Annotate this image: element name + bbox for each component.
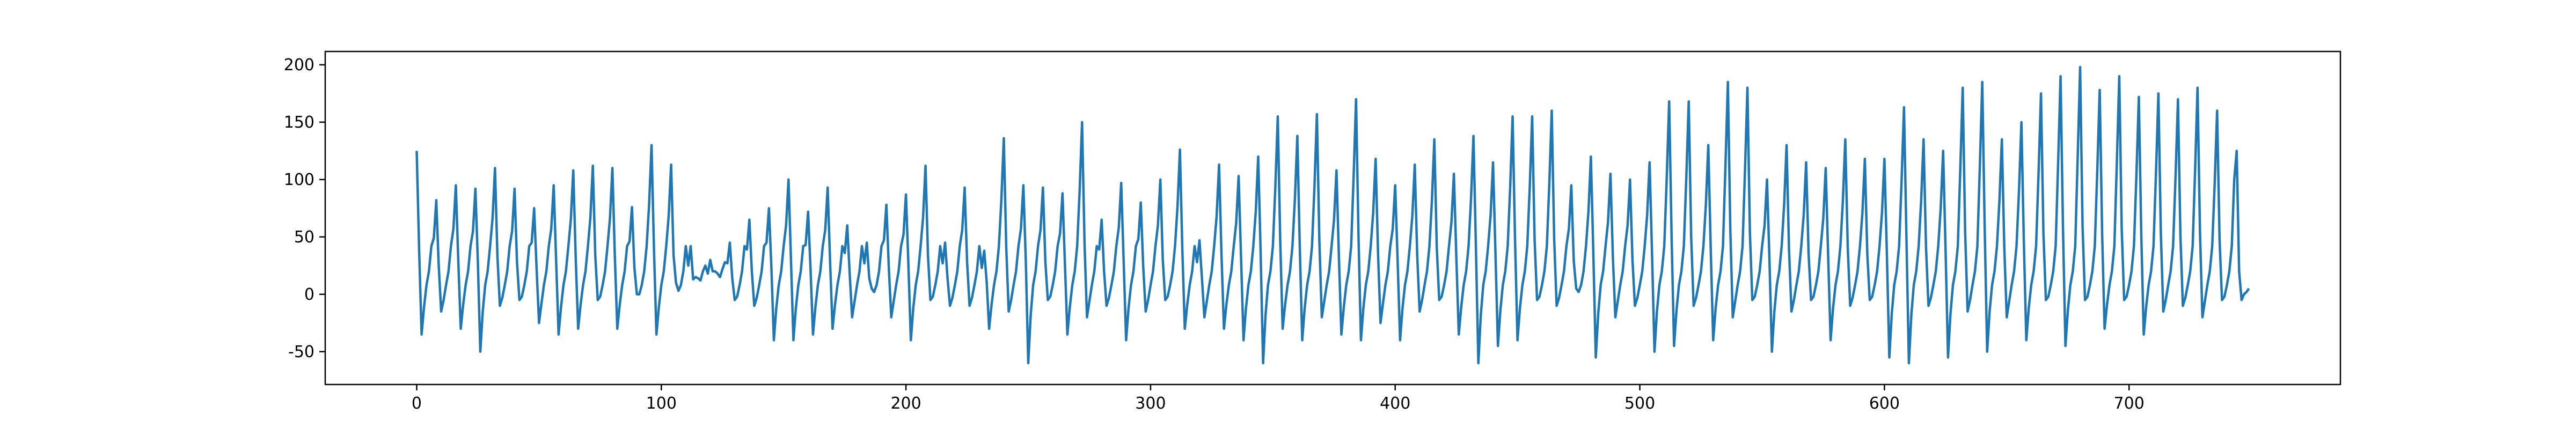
x-tick-label: 500 (1624, 394, 1655, 413)
x-tick-label: 100 (646, 394, 677, 413)
x-tick-label: 300 (1135, 394, 1166, 413)
x-tick-label: 700 (2114, 394, 2145, 413)
y-tick-label: 100 (284, 171, 314, 189)
y-tick-label: 200 (284, 56, 314, 75)
y-tick-label: 150 (284, 113, 314, 132)
y-tick-label: -50 (288, 343, 314, 361)
y-tick-label: 0 (304, 285, 314, 304)
x-tick-label: 400 (1380, 394, 1410, 413)
x-tick-label: 0 (412, 394, 422, 413)
y-tick-label: 50 (294, 228, 314, 247)
plot-frame (324, 50, 2341, 386)
data-line (415, 65, 2250, 365)
x-tick-label: 600 (1869, 394, 1900, 413)
x-tick-label: 200 (890, 394, 921, 413)
